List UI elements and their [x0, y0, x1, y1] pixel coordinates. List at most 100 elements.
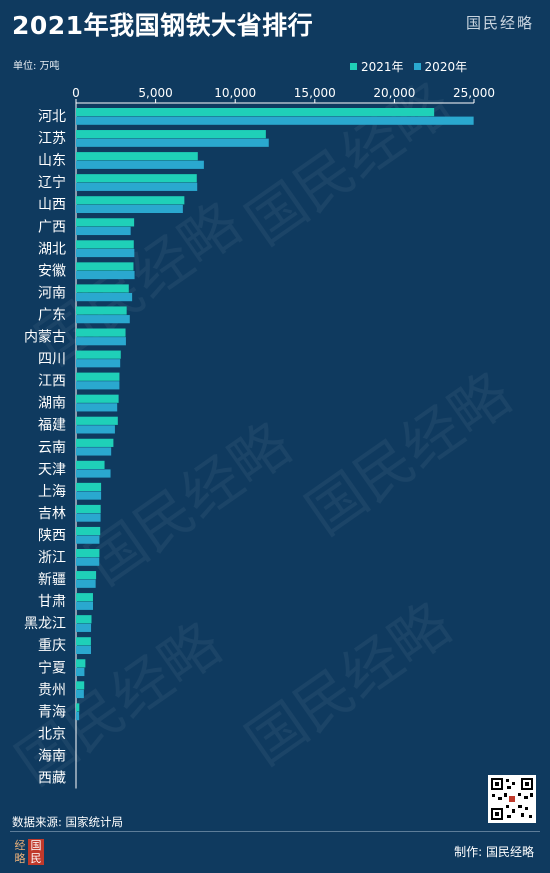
- legend-label-2020: 2020年: [424, 60, 468, 74]
- category-label: 辽宁: [38, 174, 66, 191]
- bar-2020: [76, 403, 118, 412]
- watermark-text: 国民经略: [234, 589, 463, 778]
- bar-2021: [76, 549, 100, 558]
- category-label: 河北: [38, 109, 66, 125]
- bar-2021: [76, 174, 197, 183]
- bar-2020: [76, 226, 131, 236]
- category-label: 湖南: [38, 396, 66, 412]
- watermark-text: 国民经略: [74, 409, 303, 598]
- bar-2020: [76, 160, 204, 169]
- bar-2021: [76, 526, 101, 536]
- bar-2021: [76, 306, 127, 315]
- category-label: 陕西: [38, 528, 66, 544]
- bar-2020: [76, 204, 183, 213]
- maker-credit: 制作: 国民经略: [454, 845, 534, 859]
- bar-2020: [76, 337, 126, 346]
- category-label: 云南: [38, 440, 66, 456]
- bar-2020: [76, 579, 96, 588]
- bar-2021: [76, 681, 85, 690]
- legend-label-2021: 2021年: [361, 60, 404, 74]
- category-label: 新疆: [38, 572, 66, 588]
- category-label: 吉林: [38, 506, 66, 522]
- category-label: 贵州: [38, 682, 66, 698]
- legend-swatch-2020: [413, 63, 421, 70]
- bar-2021: [76, 108, 435, 117]
- category-label: 宁夏: [38, 659, 66, 676]
- x-tick-label: 20,000: [373, 86, 415, 100]
- divider: [10, 831, 540, 832]
- x-tick-label: 15,000: [294, 86, 336, 100]
- bar-2020: [76, 381, 120, 390]
- category-label: 重庆: [38, 638, 66, 654]
- category-label: 广西: [38, 219, 66, 235]
- bar-2020: [76, 182, 198, 191]
- bar-2021: [76, 637, 91, 646]
- category-label: 湖北: [38, 241, 66, 257]
- data-source: 数据来源: 国家统计局: [12, 815, 124, 829]
- category-label: 西藏: [38, 771, 66, 787]
- bar-2021: [76, 703, 80, 712]
- category-label: 海南: [38, 748, 66, 764]
- bar-2021: [76, 350, 121, 359]
- bar-2020: [76, 667, 85, 677]
- bar-2021: [76, 284, 129, 293]
- bar-2021: [76, 240, 134, 249]
- category-label: 安徽: [38, 263, 66, 279]
- bar-2021: [76, 438, 114, 447]
- bar-2020: [76, 557, 100, 566]
- seal-char: 民: [28, 852, 44, 865]
- bar-2020: [76, 513, 101, 522]
- legend-item-2020: 2020年: [413, 58, 468, 75]
- watermark-text: 国民经略: [294, 359, 523, 548]
- category-label: 江西: [38, 374, 66, 390]
- bar-2020: [76, 270, 135, 280]
- bar-2020: [76, 116, 474, 125]
- category-label: 河南: [38, 285, 66, 301]
- x-tick-label: 10,000: [214, 86, 256, 100]
- bar-2021: [76, 394, 119, 403]
- x-tick-label: 25,000: [453, 86, 495, 100]
- category-label: 北京: [38, 726, 66, 742]
- legend-swatch-2021: [350, 63, 357, 70]
- category-label: 福建: [38, 418, 66, 434]
- bar-2021: [76, 482, 102, 492]
- bar-2021: [76, 130, 266, 139]
- bar-2021: [76, 659, 86, 668]
- watermark-text: 国民经略: [24, 189, 253, 378]
- bar-2020: [76, 359, 121, 368]
- bar-2021: [76, 571, 97, 580]
- bar-2021: [76, 416, 118, 425]
- bar-2020: [76, 469, 111, 478]
- bar-2020: [76, 645, 91, 654]
- bar-2020: [76, 315, 130, 324]
- legend-item-2021: 2021年: [350, 58, 404, 75]
- category-label: 浙江: [38, 550, 66, 566]
- category-label: 山西: [38, 197, 66, 213]
- watermark-text: 国民经略: [234, 69, 463, 258]
- bar-2021: [76, 262, 134, 271]
- unit-label: 单位: 万吨: [13, 61, 60, 72]
- x-tick-label: 0: [72, 86, 80, 100]
- bar-2021: [76, 218, 135, 227]
- bar-2020: [76, 535, 100, 544]
- page-title: 2021年我国钢铁大省排行: [12, 11, 314, 40]
- seal-char: 略: [14, 852, 26, 865]
- category-label: 天津: [38, 462, 66, 478]
- x-tick-label: 5,000: [138, 86, 172, 100]
- category-label: 广东: [38, 307, 66, 323]
- category-label: 青海: [38, 704, 66, 720]
- category-label: 山东: [38, 153, 66, 169]
- bar-2020: [76, 447, 112, 456]
- bar-2021: [76, 152, 198, 161]
- bar-2021: [76, 372, 120, 381]
- bar-2021: [76, 460, 105, 469]
- legend: 2021年 2020年: [350, 58, 467, 75]
- bar-2021: [76, 615, 92, 624]
- category-label: 甘肃: [38, 594, 66, 610]
- bar-2020: [76, 689, 84, 699]
- bar-2020: [76, 425, 115, 434]
- qr-code-icon[interactable]: [488, 775, 536, 823]
- brand-seal-logo: 经 国 略 民: [12, 839, 44, 865]
- brand-logo: 国民经略: [465, 14, 534, 32]
